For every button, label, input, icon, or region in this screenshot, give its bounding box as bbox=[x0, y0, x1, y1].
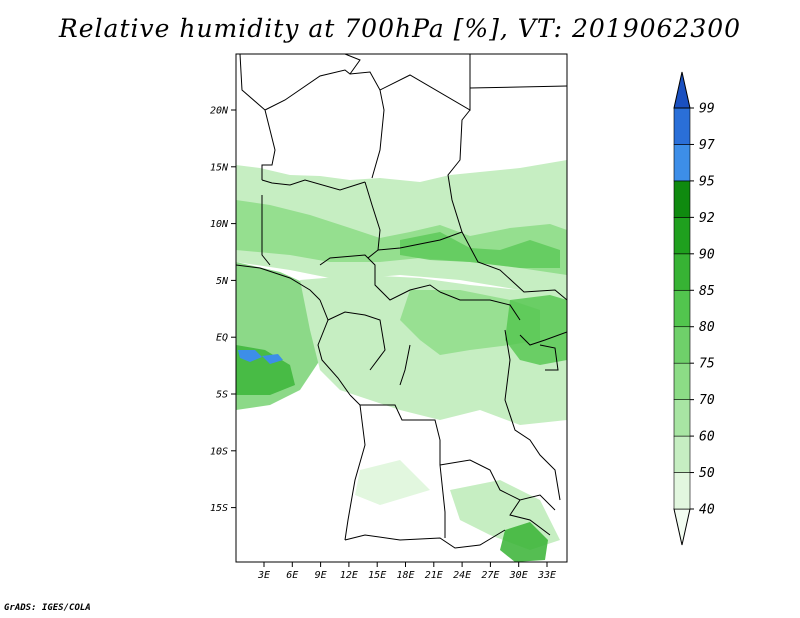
colorbar-label: 75 bbox=[699, 357, 715, 372]
latitude-axis: 20N 15N 10N 5N EQ 5S 10S 15S bbox=[210, 106, 236, 514]
colorbar-label: 60 bbox=[699, 430, 715, 445]
border-line bbox=[319, 254, 441, 301]
lat-tick-label: 15N bbox=[210, 162, 229, 173]
longitude-axis: 3E 6E 9E 12E 15E 18E 21E 24E 27E 30E 33E bbox=[257, 562, 556, 581]
map-frame bbox=[235, 53, 568, 563]
colorbar-segment bbox=[673, 144, 691, 182]
colorbar-segment bbox=[673, 399, 691, 437]
lat-tick-label: 5N bbox=[216, 276, 229, 287]
border-line bbox=[379, 54, 471, 111]
colorbar-label: 99 bbox=[699, 102, 715, 117]
lat-tick-label: 20N bbox=[210, 106, 229, 117]
lat-tick-label: 10S bbox=[210, 446, 228, 457]
border-line bbox=[264, 69, 385, 179]
lon-tick-label: 30E bbox=[509, 570, 528, 581]
border-line bbox=[439, 291, 521, 321]
humidity-field bbox=[236, 160, 567, 562]
lon-tick-label: 24E bbox=[453, 570, 471, 581]
colorbar-label: 97 bbox=[699, 138, 715, 153]
border-line bbox=[317, 299, 351, 396]
border-line bbox=[504, 329, 561, 501]
colorbar-label: 50 bbox=[699, 466, 715, 481]
lat-tick-label: 10N bbox=[210, 219, 229, 230]
border-line bbox=[344, 404, 366, 541]
colorbar-label: 92 bbox=[699, 211, 715, 226]
border-line bbox=[519, 331, 567, 346]
rh-high-west-blue bbox=[238, 350, 262, 362]
colorbar-segment bbox=[673, 289, 691, 328]
border-line bbox=[539, 344, 559, 371]
lon-tick-label: 12E bbox=[340, 570, 358, 581]
colorbar-segment bbox=[673, 180, 691, 218]
border-line bbox=[344, 529, 506, 549]
border-line bbox=[261, 179, 366, 191]
chart-title: Relative humidity at 700hPa [%], VT: 201… bbox=[58, 14, 742, 43]
border-line bbox=[344, 54, 361, 75]
colorbar-segment bbox=[673, 253, 691, 291]
lon-tick-label: 27E bbox=[481, 570, 499, 581]
border-line bbox=[399, 344, 411, 386]
colorbar-label: 40 bbox=[699, 503, 715, 518]
colorbar-segment bbox=[673, 217, 691, 255]
colorbar-upper-arrow bbox=[673, 71, 691, 109]
footer-credit: GrADS: IGES/COLA bbox=[4, 603, 91, 613]
lon-tick-label: 6E bbox=[286, 570, 298, 581]
rh-band-north-dark bbox=[400, 232, 560, 268]
rh-high-west-blue-2 bbox=[262, 354, 283, 364]
rh-malawi-dark bbox=[500, 522, 548, 562]
border-line bbox=[469, 85, 567, 89]
border-line bbox=[377, 231, 463, 251]
country-borders bbox=[236, 54, 567, 549]
colorbar-segment bbox=[673, 107, 691, 145]
border-line bbox=[439, 459, 556, 511]
border-line bbox=[327, 311, 386, 371]
colorbar-label: 85 bbox=[699, 284, 715, 299]
colorbar-segment bbox=[673, 362, 691, 400]
rh-band-north-light bbox=[236, 160, 567, 300]
lat-tick-label: 5S bbox=[216, 390, 228, 401]
border-line bbox=[261, 195, 271, 266]
border-line bbox=[439, 464, 446, 538]
colorbar-lower-arrow bbox=[673, 508, 691, 546]
colorbar-label: 95 bbox=[699, 174, 715, 189]
colorbar-label: 70 bbox=[699, 393, 715, 408]
border-line bbox=[509, 499, 551, 536]
colorbar-segment bbox=[673, 435, 691, 473]
colorbar-segment bbox=[673, 326, 691, 364]
lon-tick-label: 18E bbox=[396, 570, 414, 581]
rh-congo-mid bbox=[400, 290, 540, 355]
rh-angola-light bbox=[355, 460, 430, 505]
colorbar: 40 50 60 70 75 80 85 90 92 95 97 99 bbox=[673, 71, 715, 546]
lon-tick-label: 15E bbox=[368, 570, 386, 581]
border-line bbox=[364, 181, 381, 259]
lon-tick-label: 9E bbox=[315, 570, 327, 581]
lon-tick-label: 33E bbox=[537, 570, 556, 581]
colorbar-label: 90 bbox=[699, 247, 715, 262]
colorbar-segment bbox=[673, 472, 691, 510]
lon-tick-label: 21E bbox=[425, 570, 443, 581]
border-line bbox=[239, 54, 276, 180]
lat-tick-label: 15S bbox=[210, 503, 228, 514]
colorbar-label: 80 bbox=[699, 320, 715, 335]
border-line bbox=[236, 264, 321, 301]
lon-tick-label: 3E bbox=[257, 570, 270, 581]
lat-tick-label: EQ bbox=[216, 333, 228, 344]
